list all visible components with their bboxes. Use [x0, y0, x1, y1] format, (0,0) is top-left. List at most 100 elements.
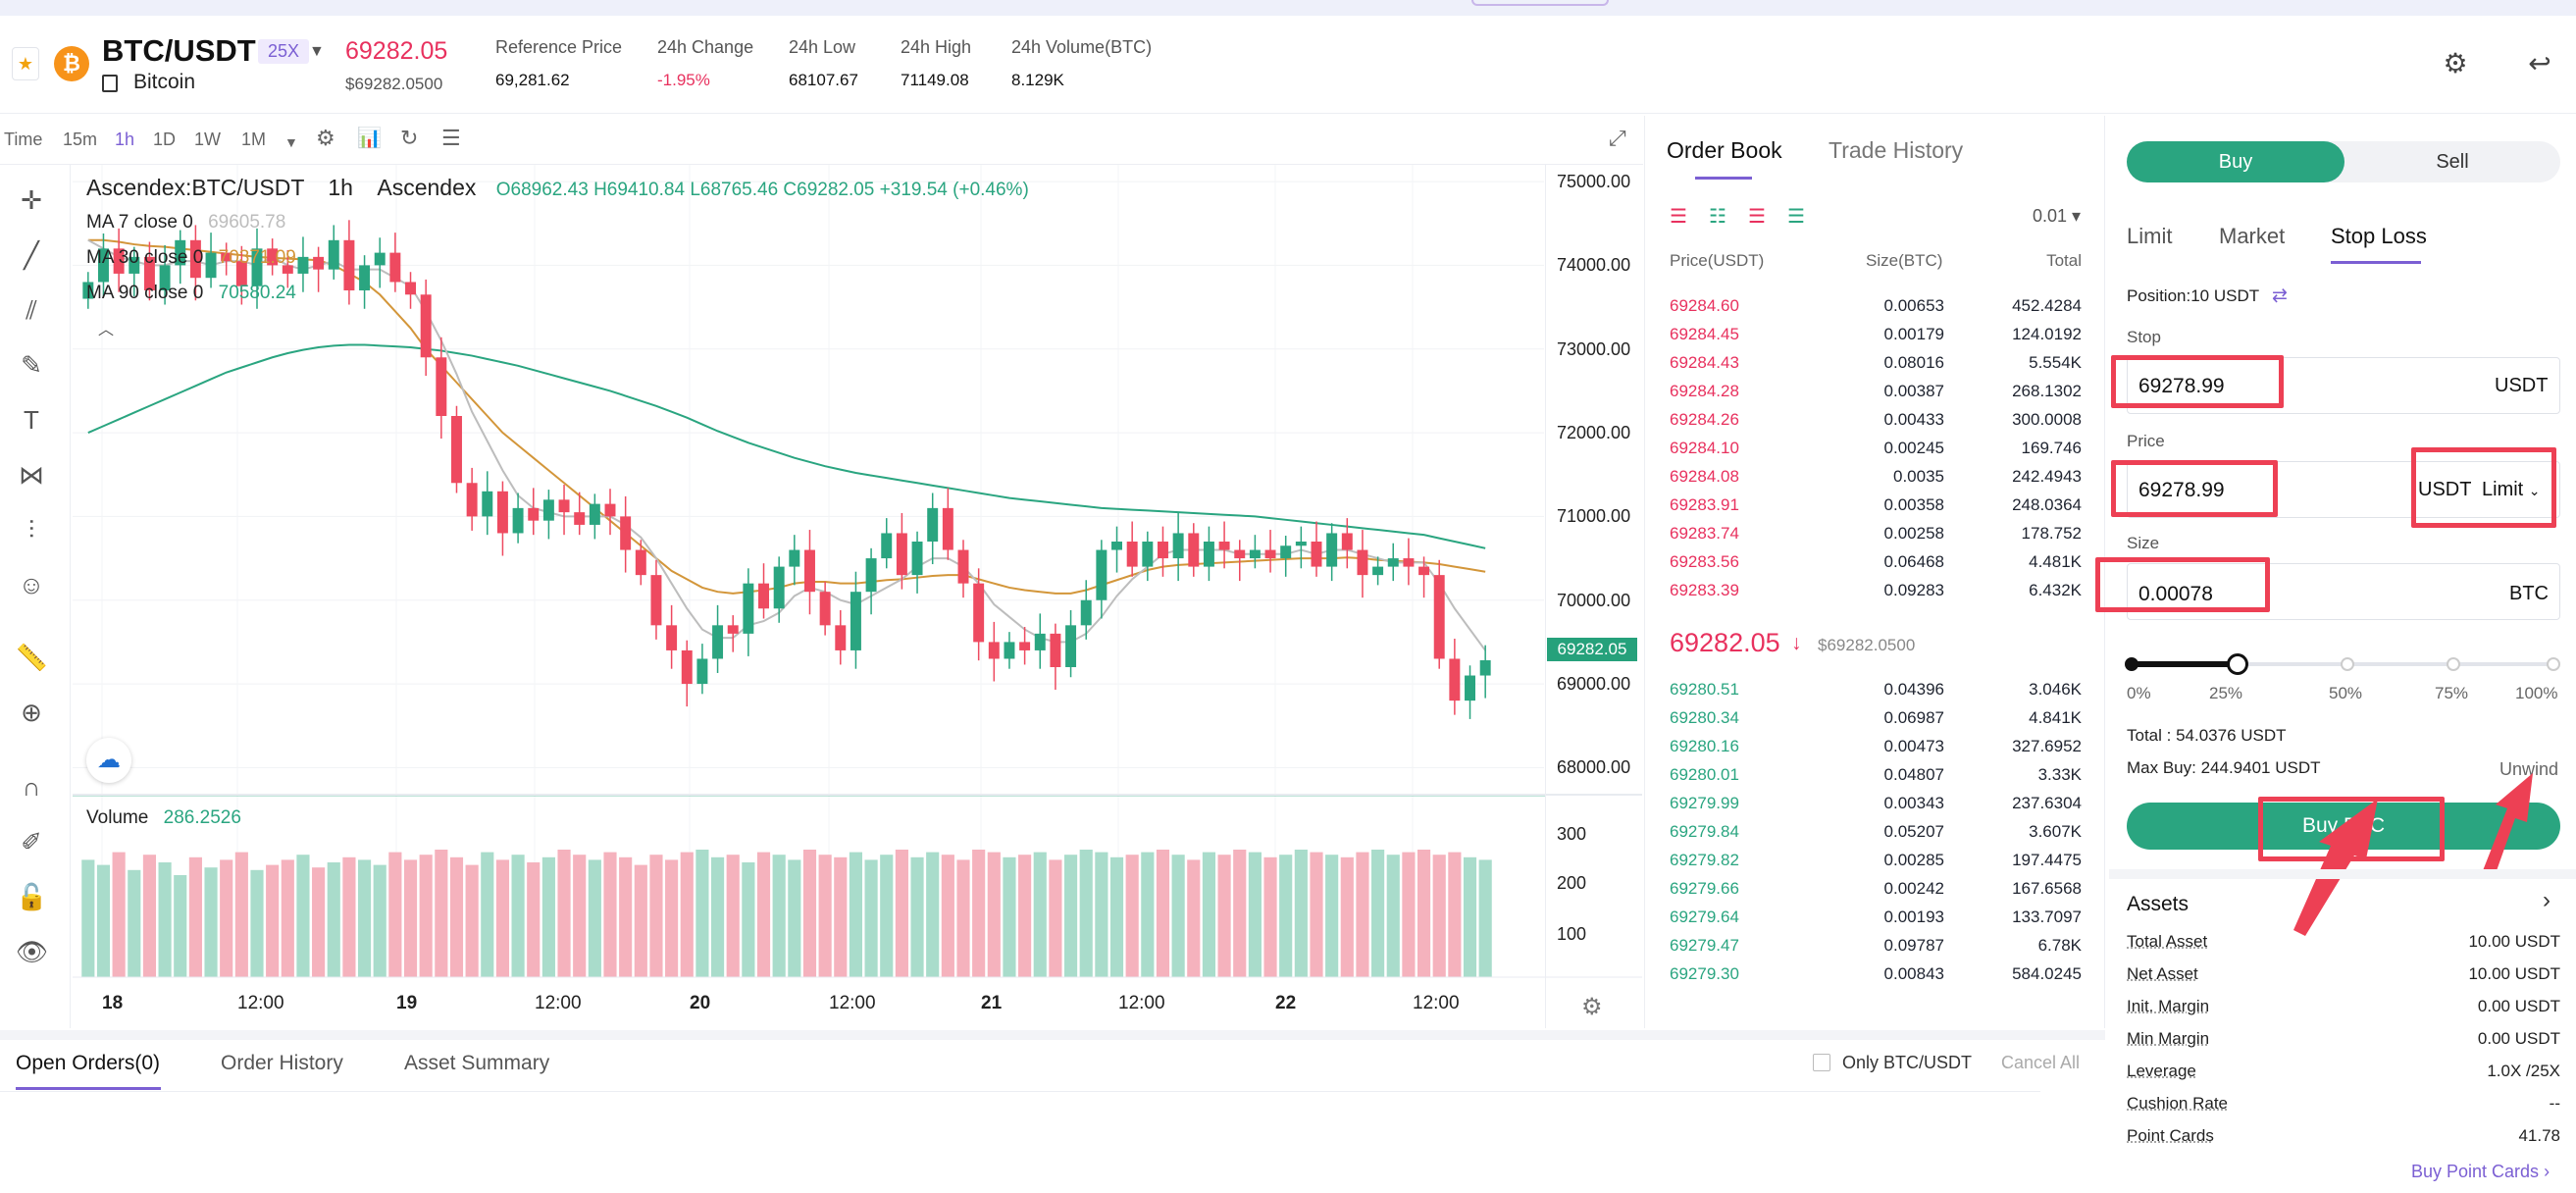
bid-row-price[interactable]: 69279.82 [1670, 851, 1739, 869]
bid-row-price[interactable]: 69279.30 [1670, 964, 1739, 983]
book-bids-icon[interactable]: ☷ [1709, 206, 1726, 228]
emoji-icon[interactable]: ☺ [18, 570, 45, 599]
ask-row-price[interactable]: 69284.45 [1670, 325, 1739, 343]
prediction-icon[interactable]: ⫶ [27, 515, 35, 545]
gear-icon[interactable]: ⚙ [2443, 48, 2468, 78]
volume-tick: 100 [1557, 924, 1587, 944]
unlock-icon[interactable]: 🔓 [16, 882, 48, 911]
tab-asset-summary[interactable]: Asset Summary [404, 1052, 550, 1074]
time-tick: 21 [981, 993, 1003, 1013]
indicators-icon[interactable]: 📊 [357, 128, 382, 149]
volume-bar [1141, 852, 1155, 977]
slider-mark-100[interactable] [2547, 657, 2560, 671]
ask-row-price[interactable]: 69284.43 [1670, 353, 1739, 372]
order-book-panel [1644, 116, 2105, 1028]
pair-dropdown-icon[interactable]: ▼ [309, 43, 325, 60]
precision-select[interactable]: 0.01 ▾ [2033, 206, 2082, 226]
timeframe-dropdown-icon[interactable]: ▼ [284, 134, 298, 150]
ask-row-price[interactable]: 69283.91 [1670, 495, 1739, 514]
tab-market[interactable]: Market [2219, 224, 2286, 248]
size-slider-knob[interactable] [2227, 653, 2248, 675]
tab-trade-history[interactable]: Trade History [1829, 137, 1964, 163]
sell-side-button[interactable]: Sell [2436, 151, 2469, 173]
crosshair-icon[interactable]: ✛ [21, 185, 42, 215]
lock-drawing-icon[interactable]: ✐ [21, 827, 42, 856]
tab-order-history[interactable]: Order History [221, 1052, 343, 1074]
magnet-icon[interactable]: ∩ [22, 772, 41, 802]
price-chart[interactable] [73, 165, 1644, 1030]
only-pair-checkbox[interactable] [1813, 1054, 1830, 1071]
bid-row-price[interactable]: 69280.01 [1670, 765, 1739, 784]
slider-mark-50[interactable] [2341, 657, 2354, 671]
chart-settings-icon[interactable]: ⚙ [316, 126, 335, 150]
price-input[interactable] [2127, 461, 2560, 518]
timeframe-1d[interactable]: 1D [153, 130, 177, 149]
timeframe-15m[interactable]: 15m [63, 130, 98, 149]
ask-row-price[interactable]: 69284.60 [1670, 296, 1739, 315]
bid-row-price[interactable]: 69279.99 [1670, 794, 1739, 812]
buy-side-button[interactable]: Buy [2127, 141, 2344, 182]
stop-value[interactable]: 69278.99 [2138, 375, 2225, 397]
text-icon[interactable]: T [24, 405, 39, 435]
ask-row-price[interactable]: 69284.10 [1670, 439, 1739, 457]
pattern-icon[interactable]: ⋈ [19, 460, 44, 490]
reload-icon[interactable]: ↻ [400, 126, 419, 150]
ask-row-price[interactable]: 69283.39 [1670, 581, 1739, 599]
ask-row-price[interactable]: 69283.74 [1670, 524, 1739, 543]
tab-stop-loss[interactable]: Stop Loss [2331, 224, 2427, 248]
ruler-icon[interactable]: 📏 [16, 643, 48, 672]
ask-row-price[interactable]: 69284.28 [1670, 382, 1739, 400]
ask-row-price[interactable]: 69284.08 [1670, 467, 1739, 486]
ma30-label: MA 30 close 0 [86, 247, 204, 268]
bid-row-price[interactable]: 69279.66 [1670, 879, 1739, 898]
price-value[interactable]: 69278.99 [2138, 479, 2225, 501]
bid-row-price[interactable]: 69279.84 [1670, 822, 1739, 841]
fib-icon[interactable]: ⫽ [26, 295, 37, 325]
ask-row-size: 0.0035 [1893, 467, 1944, 486]
bid-row-price[interactable]: 69280.51 [1670, 680, 1739, 699]
bid-row-price[interactable]: 69279.47 [1670, 936, 1739, 955]
buy-point-cards-link[interactable]: Buy Point Cards › [2411, 1162, 2550, 1181]
slider-mark-0[interactable] [2125, 657, 2138, 671]
book-both-icon[interactable]: ☰ [1670, 206, 1687, 228]
bid-row-price[interactable]: 69280.34 [1670, 708, 1739, 727]
collapse-legend-icon[interactable]: ︿ [98, 322, 115, 338]
trendline-icon[interactable]: ╱ [24, 240, 39, 270]
tab-order-book[interactable]: Order Book [1667, 137, 1782, 163]
leverage-badge[interactable]: 25X [258, 39, 310, 64]
list-icon[interactable]: ☰ [441, 126, 461, 150]
transfer-icon[interactable]: ⇄ [2272, 285, 2288, 306]
volume-bar [1156, 850, 1170, 977]
pair-title[interactable]: BTC/USDT [102, 33, 256, 68]
timeframe-1h[interactable]: 1h [115, 130, 135, 149]
undo-icon[interactable]: ↩ [2528, 48, 2551, 78]
cancel-all-button[interactable]: Cancel All [2001, 1053, 2081, 1072]
slider-mark-75[interactable] [2447, 657, 2460, 671]
book-trades-icon[interactable]: ☰ [1787, 206, 1805, 228]
chevron-right-icon[interactable]: › [2543, 887, 2550, 913]
price-mode-select[interactable]: Limit ⌄ [2482, 479, 2541, 501]
fullscreen-icon[interactable]: ⤢ [1609, 126, 1626, 150]
eye-icon[interactable]: 👁 [16, 937, 49, 966]
bid-row-price[interactable]: 69279.64 [1670, 908, 1739, 926]
volume-bar [603, 852, 617, 977]
size-value[interactable]: 0.00078 [2138, 583, 2213, 605]
ma7-value: 69605.78 [208, 212, 286, 233]
bid-row-price[interactable]: 69280.16 [1670, 737, 1739, 755]
chart-logo-icon[interactable]: ☁ [86, 738, 131, 783]
coin-name[interactable]: Bitcoin [133, 71, 196, 93]
unwind-link[interactable]: Unwind [2499, 759, 2559, 779]
document-icon[interactable] [102, 75, 118, 92]
book-asks-icon[interactable]: ☰ [1748, 206, 1766, 228]
timeframe-1w[interactable]: 1W [194, 130, 221, 149]
zoom-in-icon[interactable]: ⊕ [21, 698, 42, 727]
timeframe-1m[interactable]: 1M [241, 130, 267, 149]
tab-limit[interactable]: Limit [2127, 224, 2173, 248]
ask-row-price[interactable]: 69284.26 [1670, 410, 1739, 429]
tab-open-orders[interactable]: Open Orders(0) [16, 1052, 161, 1074]
axis-settings-icon[interactable]: ⚙ [1581, 994, 1603, 1020]
brush-icon[interactable]: ✎ [21, 350, 42, 380]
price-axis[interactable] [1545, 165, 1643, 1028]
favorite-star-icon[interactable]: ★ [12, 47, 39, 80]
ask-row-price[interactable]: 69283.56 [1670, 552, 1739, 571]
